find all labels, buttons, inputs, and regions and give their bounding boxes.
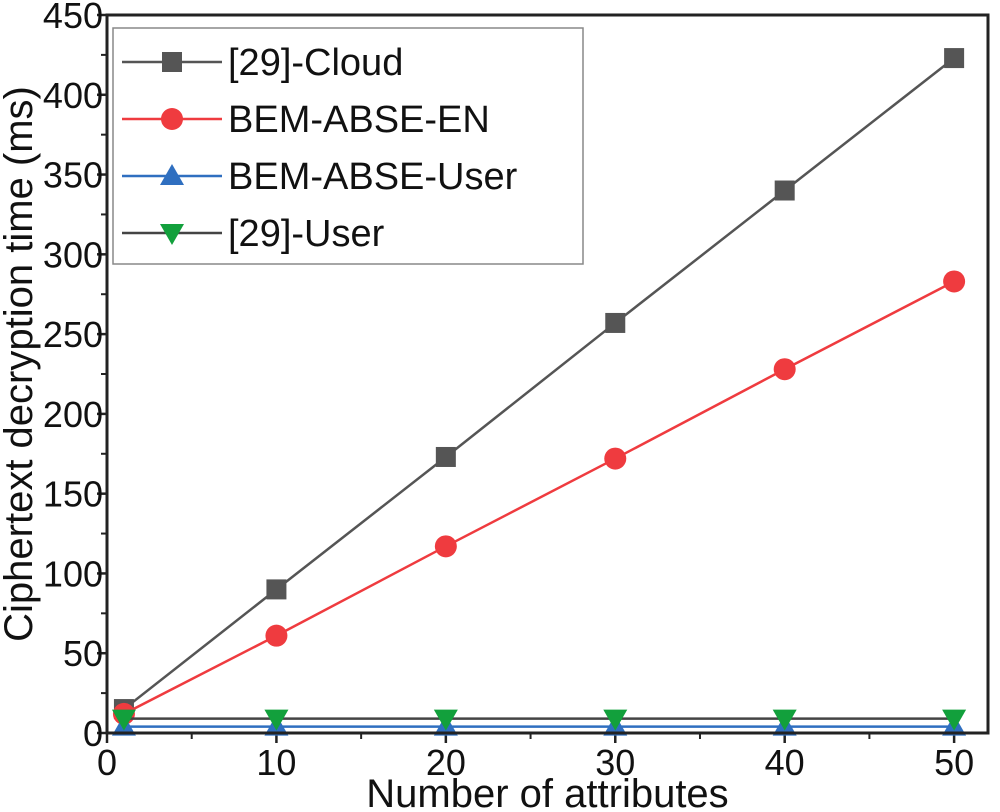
data-point: [944, 48, 965, 69]
legend: [29]-Cloud BEM-ABSE-EN BEM-ABSE-User [29]-U…: [112, 27, 584, 265]
y-tick-label: 50: [63, 633, 103, 674]
y-tick-label: 350: [43, 155, 103, 196]
x-tick-label: 10: [256, 742, 296, 783]
y-tick-label: 100: [43, 553, 103, 594]
y-axis-label: Ciphertext decryption time (ms): [0, 86, 41, 642]
data-point: [774, 180, 795, 201]
legend-marker: [160, 224, 184, 245]
y-tick-label: 0: [83, 713, 103, 754]
y-tick-label: 450: [43, 0, 103, 36]
legend-marker: [161, 108, 183, 130]
series-layer: [111, 48, 967, 736]
legend-box: [112, 27, 584, 265]
x-tick-label: 50: [934, 742, 974, 783]
plot-area-frame: [105, 13, 990, 735]
data-point: [942, 709, 967, 731]
legend-label: BEM-ABSE-User: [228, 156, 518, 198]
legend-marker: [162, 52, 182, 72]
data-point: [605, 312, 626, 333]
data-point: [433, 709, 458, 731]
x-tick-label: 0: [97, 742, 117, 783]
data-point: [265, 624, 288, 647]
legend-marker: [160, 164, 184, 185]
y-tick-label: 400: [43, 75, 103, 116]
x-tick-label: 30: [595, 742, 635, 783]
x-tick-label: 20: [426, 742, 466, 783]
data-point: [435, 446, 456, 467]
y-tick-label: 250: [43, 314, 103, 355]
x-tick-label: 40: [765, 742, 805, 783]
data-point: [264, 709, 289, 731]
data-point: [111, 709, 136, 731]
x-axis-label: Number of attributes: [366, 772, 728, 812]
y-tick-label: 150: [43, 474, 103, 515]
series-line-1: [123, 280, 955, 715]
y-tick-label: 300: [43, 234, 103, 275]
legend-label: BEM-ABSE-EN: [228, 99, 490, 141]
legend-label: [29]-Cloud: [228, 42, 403, 84]
data-point: [772, 709, 797, 731]
series-line-0: [123, 57, 955, 711]
y-axis-ticks: 0 50 100 150 200 250 300 350 400 450: [43, 0, 107, 754]
data-point: [604, 447, 627, 470]
y-tick-label: 200: [43, 394, 103, 435]
data-point: [266, 579, 287, 600]
legend-label: [29]-User: [228, 213, 385, 255]
data-point: [773, 358, 796, 381]
data-point: [434, 535, 457, 558]
data-point: [603, 709, 628, 731]
data-point: [943, 270, 966, 293]
